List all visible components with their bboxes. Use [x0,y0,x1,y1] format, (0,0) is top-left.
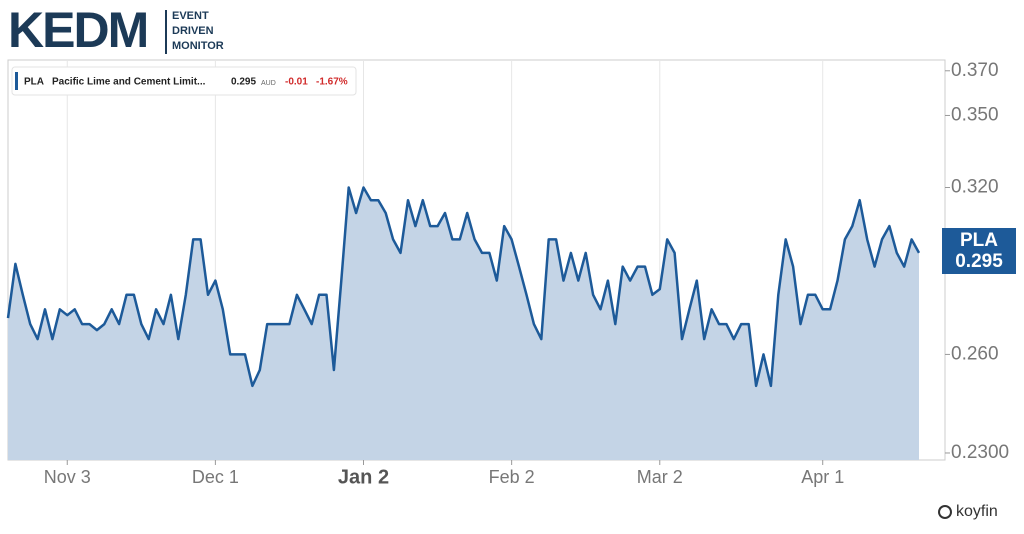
x-tick-label: Feb 2 [489,467,535,487]
watermark-icon [938,505,952,519]
y-tick-label: 0.370 [951,60,999,81]
price-tag [942,228,1016,274]
price-tag-price: 0.295 [955,251,1003,272]
logo-tagline: DRIVEN [172,25,214,37]
x-tick-label: Apr 1 [801,467,844,487]
logo-name: KEDM [8,2,147,58]
legend-ticker: PLA [24,77,44,88]
x-tick-label: Dec 1 [192,467,239,487]
watermark: koyfin [956,503,998,520]
logo-tagline: EVENT [172,10,209,22]
logo-tagline: MONITOR [172,40,224,52]
legend-swatch [15,72,18,90]
x-tick-label: Nov 3 [44,467,91,487]
line [6,186,921,388]
legend-change: -0.01 [285,77,308,88]
y-tick-label: 0.350 [951,104,999,125]
legend-price: 0.295 [231,77,256,88]
legend-currency: AUD [261,80,276,87]
y-tick-label: 0.260 [951,343,999,364]
x-tick-label: Jan 2 [338,466,389,488]
y-tick-label: 0.320 [951,177,999,198]
legend-name: Pacific Lime and Cement Limit... [52,77,206,88]
x-tick-label: Mar 2 [637,467,683,487]
y-tick-label: 0.2300 [951,442,1009,463]
price-tag-ticker: PLA [960,230,998,251]
area [8,187,919,460]
legend-box [11,66,357,96]
legend-change-pct: -1.67% [316,77,348,88]
